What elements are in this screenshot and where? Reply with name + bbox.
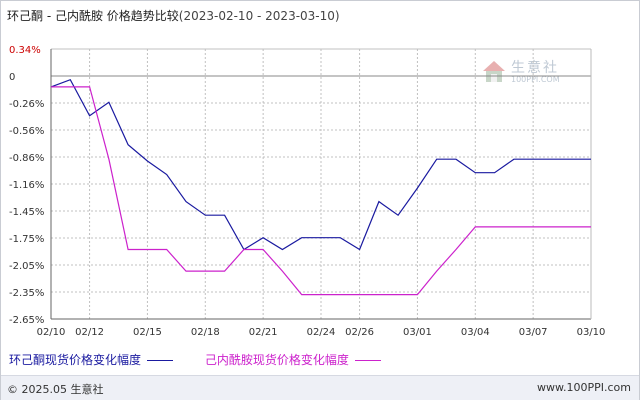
y-tick-label: -2.65%: [9, 315, 44, 326]
legend-item-series1: 环己酮现货价格变化幅度: [9, 351, 174, 368]
x-tick-label: 03/01: [403, 327, 432, 338]
y-tick-label: -0.26%: [9, 99, 44, 110]
y-tick-label: 0: [9, 72, 15, 83]
chart-title-main: 环己酮 - 己内酰胺 价格趋势比较: [7, 9, 179, 23]
y-tick-label: -2.05%: [9, 261, 44, 272]
chart-plot: 0.34% 0 -0.26% -0.56% -0.86% -1.16% -1.45% -1.7…: [9, 45, 606, 338]
x-tick-label: 02/10: [37, 327, 66, 338]
legend-swatch-series1: [147, 360, 174, 361]
watermark-name: 生意社: [511, 60, 559, 76]
footer-bar: © 2025.05 生意社 www.100PPI.com: [1, 375, 639, 400]
series-line-1: [50, 78, 591, 251]
legend: 环己酮现货价格变化幅度 己内酰胺现货价格变化幅度: [9, 351, 409, 369]
footer-copyright: © 2025.05 生意社: [7, 383, 104, 396]
x-tick-label: 02/12: [75, 327, 104, 338]
chart-title-dates: (2023-02-10 - 2023-03-10): [178, 9, 340, 23]
x-tick-label: 02/26: [345, 327, 374, 338]
watermark-url: 100PPI.COM: [511, 75, 560, 84]
x-tick-label: 02/21: [249, 327, 278, 338]
x-tick-label: 03/07: [519, 327, 548, 338]
y-tick-label: -1.75%: [9, 234, 44, 245]
y-tick-label: -0.86%: [9, 153, 44, 164]
legend-label-series1: 环己酮现货价格变化幅度: [9, 353, 142, 367]
x-tick-label: 03/10: [577, 327, 606, 338]
x-tick-label: 02/15: [133, 327, 162, 338]
legend-label-series2: 己内酰胺现货价格变化幅度: [204, 353, 349, 367]
series-line-2: [51, 86, 591, 296]
y-tick-label: -2.35%: [9, 288, 44, 299]
y-tick-label: -0.56%: [9, 126, 44, 137]
x-tick-label: 02/18: [191, 327, 220, 338]
footer-site-link[interactable]: www.100PPI.com: [537, 381, 631, 394]
legend-item-series2: 己内酰胺现货价格变化幅度: [205, 351, 381, 368]
y-tick-label: -1.16%: [9, 180, 44, 191]
y-tick-label: -1.45%: [9, 207, 44, 218]
x-tick-label: 02/24: [307, 327, 336, 338]
chart-title: 环己酮 - 己内酰胺 价格趋势比较(2023-02-10 - 2023-03-1…: [7, 7, 340, 24]
legend-swatch-series2: [354, 360, 381, 361]
y-tick-label: 0.34%: [9, 45, 41, 56]
x-tick-label: 03/04: [461, 327, 490, 338]
